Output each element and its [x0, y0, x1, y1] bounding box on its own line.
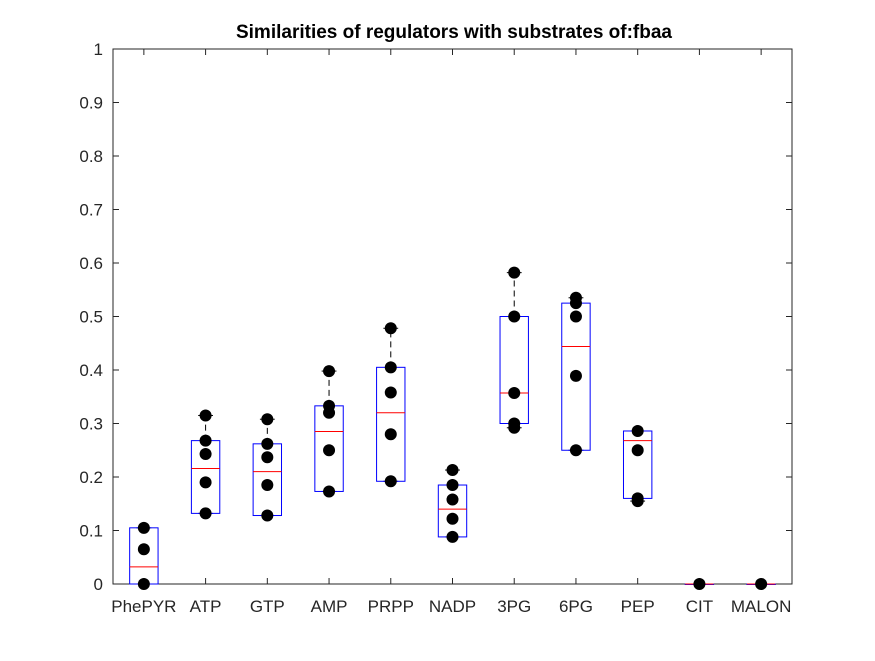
- data-point-prpp: [384, 361, 397, 374]
- data-point-gtp: [261, 479, 274, 492]
- y-tick-label: 0.1: [79, 522, 103, 541]
- y-tick-label: 0.5: [79, 308, 103, 327]
- data-point-3pg: [508, 417, 521, 430]
- data-point-3pg: [508, 310, 521, 323]
- data-point-gtp: [261, 509, 274, 522]
- data-point-6pg: [569, 291, 582, 304]
- data-point-amp: [323, 399, 336, 412]
- x-tick-label-6pg: 6PG: [559, 597, 593, 616]
- data-point-atp: [199, 476, 212, 489]
- y-tick-label: 0.8: [79, 147, 103, 166]
- data-point-atp: [199, 447, 212, 460]
- data-point-pep: [631, 444, 644, 457]
- data-point-prpp: [384, 475, 397, 488]
- x-tick-label-pep: PEP: [621, 597, 655, 616]
- x-tick-label-3pg: 3PG: [497, 597, 531, 616]
- x-tick-label-prpp: PRPP: [368, 597, 414, 616]
- data-point-pep: [631, 492, 644, 505]
- data-point-gtp: [261, 451, 274, 464]
- x-tick-label-nadp: NADP: [429, 597, 476, 616]
- data-point-phepyr: [137, 578, 150, 590]
- chart-title: Similarities of regulators with substrat…: [236, 22, 672, 43]
- data-point-nadp: [446, 493, 459, 506]
- x-tick-label-gtp: GTP: [250, 597, 285, 616]
- data-point-6pg: [569, 444, 582, 457]
- data-point-atp: [199, 434, 212, 447]
- data-point-amp: [323, 365, 336, 378]
- data-point-amp: [323, 485, 336, 498]
- y-tick-label: 0.4: [79, 361, 103, 380]
- x-tick-label-cit: CIT: [686, 597, 713, 616]
- data-point-nadp: [446, 512, 459, 525]
- x-tick-label-phepyr: PhePYR: [111, 597, 176, 616]
- y-tick-label: 0.9: [79, 94, 103, 113]
- data-point-3pg: [508, 266, 521, 279]
- x-tick-label-amp: AMP: [311, 597, 348, 616]
- data-point-gtp: [261, 413, 274, 426]
- y-tick-label: 0.6: [79, 254, 103, 273]
- data-point-prpp: [384, 428, 397, 441]
- data-point-malon: [755, 578, 768, 590]
- data-point-phepyr: [137, 543, 150, 556]
- data-point-atp: [199, 507, 212, 520]
- data-point-cit: [693, 578, 706, 590]
- data-point-nadp: [446, 464, 459, 477]
- data-point-phepyr: [137, 521, 150, 534]
- y-tick-label: 1: [94, 40, 103, 59]
- data-point-atp: [199, 409, 212, 422]
- data-point-6pg: [569, 310, 582, 323]
- data-point-pep: [631, 424, 644, 437]
- data-point-amp: [323, 444, 336, 457]
- x-tick-label-atp: ATP: [190, 597, 222, 616]
- data-point-3pg: [508, 387, 521, 400]
- data-point-prpp: [384, 386, 397, 399]
- data-point-6pg: [569, 369, 582, 382]
- data-point-nadp: [446, 530, 459, 543]
- plot-area: 0 0.1 0.2 0.3 0.4 0.5 0.6 0.7 0.8 0.9 1 PhePYR ATP GT…: [79, 40, 793, 616]
- data-point-nadp: [446, 479, 459, 492]
- y-tick-label: 0.3: [79, 415, 103, 434]
- y-tick-label: 0.2: [79, 468, 103, 487]
- x-tick-label-malon: MALON: [731, 597, 791, 616]
- y-tick-label: 0.7: [79, 201, 103, 220]
- y-tick-label: 0: [94, 575, 103, 594]
- data-point-gtp: [261, 437, 274, 450]
- data-point-prpp: [384, 322, 397, 335]
